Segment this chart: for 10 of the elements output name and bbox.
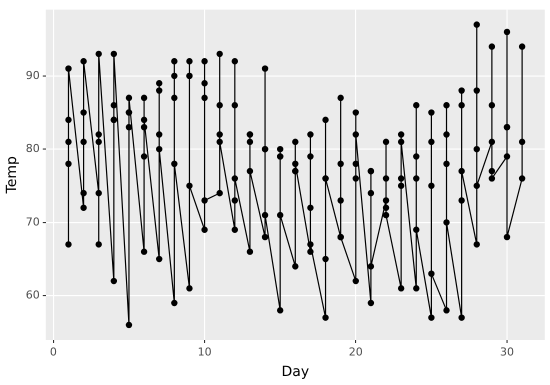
x-axis-title: Day <box>281 364 310 380</box>
y-tick-label: 60 <box>26 288 40 302</box>
x-tick-label: 20 <box>348 345 363 358</box>
y-tick-label: 90 <box>26 68 40 82</box>
x-tick-label: 0 <box>50 345 57 358</box>
x-tick-label: 30 <box>500 345 514 358</box>
y-axis-title: Temp <box>4 156 20 194</box>
y-tick-label: 80 <box>26 142 40 156</box>
y-tick-label: 70 <box>26 215 40 228</box>
x-tick-label: 10 <box>198 345 212 358</box>
